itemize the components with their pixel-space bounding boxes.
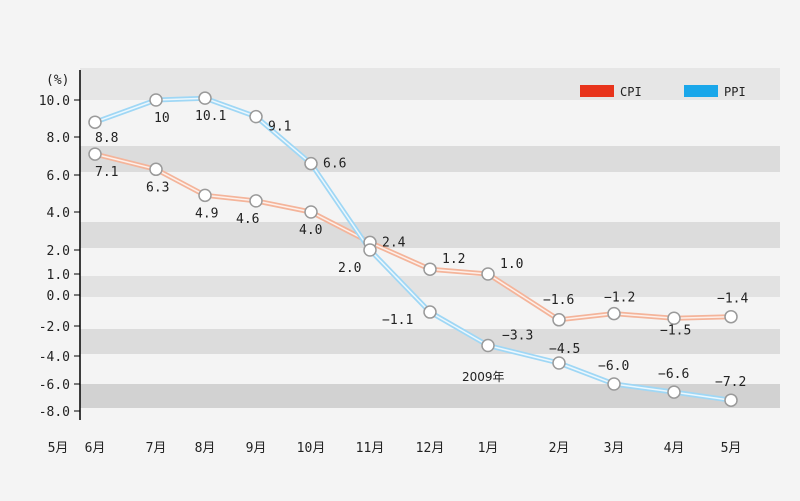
background-band [80, 146, 780, 172]
x-tick-label: 3月 [604, 441, 625, 456]
cpi-data-label: −1.6 [543, 293, 574, 308]
ppi-legend-swatch [684, 85, 718, 97]
x-tick-label: 1月 [478, 441, 499, 456]
y-tick-label: 1.0 [47, 268, 70, 283]
cpi-point [481, 267, 495, 281]
y-tick-label: -8.0 [39, 405, 70, 420]
data-labels: 7.1 6.3 4.9 4.6 4.0 2.4 1.2 1.0 −1.6 −1.2 −1.5 −1.4… [95, 109, 748, 390]
ppi-point [363, 243, 377, 257]
x-tick-label: 10月 [297, 441, 326, 456]
y-tick-label: 4.0 [47, 206, 70, 221]
ppi-data-label: −4.5 [549, 342, 580, 357]
ppi-data-label: 9.1 [268, 120, 291, 135]
cpi-point [149, 162, 163, 177]
y-tick-label: 6.0 [47, 169, 70, 184]
ppi-data-label: −6.6 [658, 367, 689, 382]
ppi-data-label: −6.0 [598, 359, 629, 374]
cpi-data-label: 1.2 [442, 252, 465, 267]
x-tick-label: 9月 [246, 441, 267, 456]
cpi-point [423, 262, 437, 276]
cpi-point [667, 311, 681, 325]
cpi-data-label: 7.1 [95, 165, 118, 180]
ppi-point [607, 377, 621, 391]
y-tick-label: -6.0 [39, 378, 70, 393]
background-band [80, 68, 780, 100]
cpi-point [249, 194, 263, 208]
ppi-point [149, 93, 163, 107]
ppi-data-label: 8.8 [95, 131, 118, 146]
y-tick-label: -4.0 [39, 350, 70, 365]
x-tick-label: 6月 [85, 441, 106, 456]
y-tick-label: 10.0 [39, 94, 70, 109]
y-tick-label: 8.0 [47, 131, 70, 146]
cpi-data-label: 6.3 [146, 180, 169, 195]
unit-label: (%) [46, 73, 69, 88]
x-tick-label: 5月 [721, 441, 742, 456]
ppi-line [94, 95, 732, 403]
x-axis-ticks: 5月 6月 7月 8月 9月 10月 11月 12月 1月 2月 3月 4月 5月 [48, 441, 742, 456]
x-tick-label: 4月 [664, 441, 685, 456]
x-tick-label: 2月 [549, 441, 570, 456]
cpi-point [198, 188, 212, 203]
ppi-data-label: 6.6 [323, 157, 346, 172]
ppi-point [423, 305, 437, 319]
ppi-line-highlight [94, 97, 732, 401]
cpi-point [304, 205, 318, 219]
y-tick-label: 2.0 [47, 244, 70, 259]
background-band [80, 276, 780, 297]
ppi-point [481, 338, 495, 353]
y-axis-ticks: 10.0 8.0 6.0 4.0 2.0 1.0 0.0 -2.0 -4.0 -6.0 -8.0 [39, 94, 80, 420]
cpi-point [607, 306, 621, 321]
ppi-point [667, 385, 681, 399]
series-markers [88, 91, 738, 407]
cpi-data-label: 4.0 [299, 223, 322, 238]
ppi-legend-label: PPI [724, 85, 746, 99]
ppi-data-label: −7.2 [715, 375, 746, 390]
cpi-point [88, 147, 102, 161]
ppi-data-label: 2.0 [338, 261, 361, 276]
ppi-point [198, 91, 212, 105]
x-tick-label: 5月 [48, 441, 69, 456]
series-lines [94, 95, 732, 403]
cpi-legend-label: CPI [620, 85, 642, 99]
cpi-point [724, 309, 738, 324]
cpi-data-label: −1.2 [604, 291, 635, 306]
ppi-data-label: 10.1 [195, 109, 226, 124]
ppi-data-label: −3.3 [502, 329, 533, 344]
cpi-line-highlight [94, 153, 732, 321]
cpi-legend-swatch [580, 85, 614, 97]
cpi-data-label: 2.4 [382, 235, 406, 250]
ppi-data-label: 10 [154, 111, 170, 126]
cpi-data-label: −1.5 [660, 323, 691, 338]
cpi-data-label: 4.6 [236, 212, 259, 227]
ppi-point [88, 115, 102, 129]
background-band [80, 384, 780, 408]
year-note: 2009年 [462, 370, 505, 384]
y-tick-label: -2.0 [39, 320, 70, 335]
x-tick-label: 11月 [356, 441, 385, 456]
ppi-data-label: −1.1 [382, 313, 413, 328]
background-band [80, 222, 780, 248]
cpi-point [552, 313, 566, 327]
legend: CPI PPI [580, 85, 746, 99]
cpi-data-label: −1.4 [717, 292, 748, 307]
x-tick-label: 7月 [146, 441, 167, 456]
cpi-data-label: 1.0 [500, 257, 523, 272]
ppi-point [249, 109, 263, 124]
y-tick-label: 0.0 [47, 289, 70, 304]
cpi-data-label: 4.9 [195, 206, 218, 221]
x-tick-label: 8月 [195, 441, 216, 456]
ppi-point [724, 393, 738, 407]
x-tick-label: 12月 [416, 441, 445, 456]
background-band [80, 329, 780, 354]
background-bands [80, 68, 780, 408]
ppi-point [304, 156, 318, 171]
ppi-point [552, 356, 566, 370]
